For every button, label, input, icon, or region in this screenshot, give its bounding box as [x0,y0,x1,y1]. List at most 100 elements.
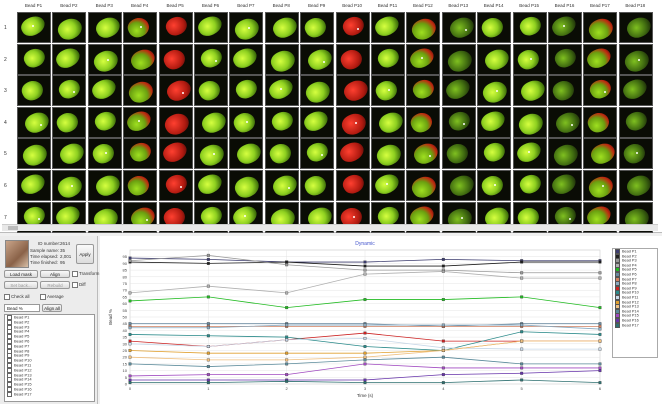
image-cell[interactable] [371,75,405,107]
bead-list-item[interactable]: Bead P5 [5,334,94,340]
image-cell[interactable] [512,43,547,75]
average-checkbox[interactable]: Average [40,294,64,300]
image-cell[interactable] [264,75,299,107]
image-cell[interactable] [52,43,87,75]
scrollbar-thumb[interactable] [8,226,18,230]
image-cell[interactable] [618,43,653,75]
image-cell[interactable] [17,75,51,107]
image-cell[interactable] [158,170,193,201]
image-cell[interactable] [87,75,122,107]
bead-checkbox[interactable] [7,324,12,330]
image-cell[interactable] [441,43,476,75]
image-cell[interactable] [264,43,299,75]
diff-checkbox[interactable]: Diff [72,282,86,288]
image-cell[interactable] [441,170,476,201]
image-cell[interactable] [618,106,653,138]
bead-list-item[interactable]: Bead P14 [5,377,94,383]
image-cell[interactable] [335,106,370,138]
bead-list-item[interactable]: Bead P3 [5,324,94,330]
image-cell[interactable] [512,106,547,138]
bead-checkbox[interactable] [7,334,12,340]
image-cell[interactable] [17,138,51,170]
bead-checkbox[interactable] [7,343,12,349]
bead-list-item[interactable]: Bead P1 [5,315,94,320]
image-cell[interactable] [583,75,618,107]
image-cell[interactable] [52,138,87,170]
image-cell[interactable] [548,106,582,138]
image-cell[interactable] [229,12,264,43]
image-cell[interactable] [123,170,158,201]
image-cell[interactable] [17,170,51,201]
bead-checkbox[interactable] [7,329,12,335]
image-cell[interactable] [123,75,158,107]
image-cell[interactable] [17,106,51,138]
image-cell[interactable] [371,43,405,75]
bead-list-item[interactable]: Bead P8 [5,348,94,354]
image-cell[interactable] [158,138,193,170]
image-cell[interactable] [335,138,370,170]
bead-checkbox[interactable] [7,391,12,397]
image-cell[interactable] [264,12,299,43]
bead-list-item[interactable]: Bead P11 [5,363,94,368]
image-cell[interactable] [52,170,87,201]
image-cell[interactable] [583,106,618,138]
image-cell[interactable] [335,43,370,75]
image-cell[interactable] [583,12,618,43]
image-cell[interactable] [477,170,512,201]
image-cell[interactable] [441,75,476,107]
image-cell[interactable] [300,75,335,107]
image-cell[interactable] [300,43,335,75]
align-button[interactable]: Align [40,270,70,278]
image-cell[interactable] [512,75,547,107]
image-cell[interactable] [618,170,653,201]
image-cell[interactable] [300,138,335,170]
bead-list-item[interactable]: Bead P16 [5,387,94,392]
image-cell[interactable] [52,106,87,138]
image-cell[interactable] [158,43,193,75]
image-cell[interactable] [406,106,441,138]
horizontal-scrollbar[interactable] [2,224,658,231]
image-cell[interactable] [52,12,87,43]
image-cell[interactable] [583,43,618,75]
image-cell[interactable] [87,106,122,138]
image-cell[interactable] [229,138,264,170]
image-cell[interactable] [548,75,582,107]
image-cell[interactable] [52,75,87,107]
image-cell[interactable] [371,170,405,201]
bead-checkbox[interactable] [7,377,12,383]
image-cell[interactable] [87,12,122,43]
image-cell[interactable] [158,106,193,138]
image-cell[interactable] [548,12,582,43]
load-mask-button[interactable]: Load mask [4,270,38,278]
bead-checkbox[interactable] [7,386,12,392]
image-cell[interactable] [371,12,405,43]
apply-button[interactable]: Apply [76,244,94,264]
image-cell[interactable] [194,138,228,170]
image-cell[interactable] [194,75,228,107]
image-cell[interactable] [158,12,193,43]
image-cell[interactable] [87,170,122,201]
image-cell[interactable] [477,43,512,75]
image-cell[interactable] [229,106,264,138]
image-cell[interactable] [300,12,335,43]
bead-list-item[interactable]: Bead P2 [5,319,94,325]
image-cell[interactable] [406,170,441,201]
bead-checkbox[interactable] [7,367,12,373]
bead-checkbox[interactable] [7,382,12,388]
image-cell[interactable] [123,43,158,75]
image-cell[interactable] [123,106,158,138]
bead-list-item[interactable]: Bead P10 [5,358,94,364]
image-cell[interactable] [583,138,618,170]
image-cell[interactable] [512,170,547,201]
image-cell[interactable] [406,75,441,107]
transform-checkbox[interactable]: Transform [72,271,99,277]
bead-list-item[interactable]: Bead P17 [5,391,94,397]
image-cell[interactable] [477,106,512,138]
image-cell[interactable] [264,170,299,201]
image-cell[interactable] [477,75,512,107]
check-all-checkbox[interactable]: Check all [4,294,30,300]
image-cell[interactable] [441,138,476,170]
image-cell[interactable] [371,106,405,138]
bead-checkbox[interactable] [7,338,12,344]
bead-checkbox[interactable] [7,319,12,325]
